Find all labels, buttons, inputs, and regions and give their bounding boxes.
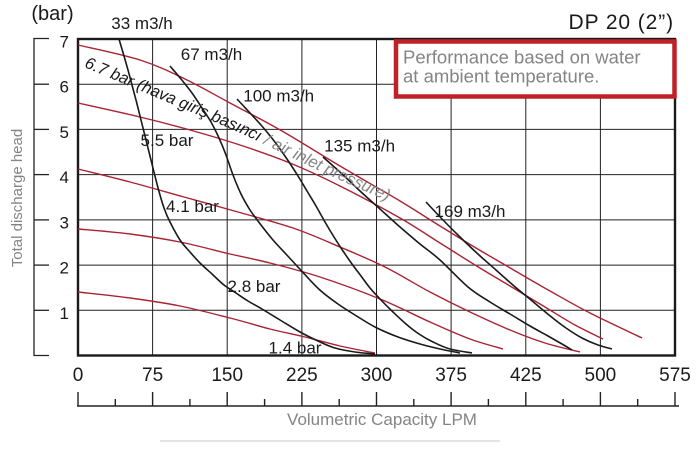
svg-text:Total discharge head: Total discharge head xyxy=(9,129,26,267)
svg-text:6: 6 xyxy=(60,78,69,97)
svg-text:Performance based on water: Performance based on water xyxy=(403,47,641,68)
svg-text:75: 75 xyxy=(142,365,163,386)
svg-text:0: 0 xyxy=(73,365,84,386)
svg-text:Volumetric Capacity LPM: Volumetric Capacity LPM xyxy=(287,410,477,429)
svg-text:225: 225 xyxy=(286,365,318,386)
svg-text:575: 575 xyxy=(659,365,691,386)
svg-text:425: 425 xyxy=(510,365,542,386)
svg-text:135 m3/h: 135 m3/h xyxy=(324,137,395,156)
svg-text:67 m3/h: 67 m3/h xyxy=(181,45,242,64)
svg-text:5: 5 xyxy=(60,123,69,142)
svg-text:at ambient temperature.: at ambient temperature. xyxy=(403,66,599,87)
svg-text:2.8 bar: 2.8 bar xyxy=(228,277,281,296)
svg-text:4.1 bar: 4.1 bar xyxy=(166,197,219,216)
svg-text:(bar): (bar) xyxy=(31,3,73,25)
svg-text:7: 7 xyxy=(60,33,69,52)
svg-text:1: 1 xyxy=(60,304,69,323)
svg-text:300: 300 xyxy=(361,365,393,386)
svg-text:375: 375 xyxy=(435,365,467,386)
svg-text:3: 3 xyxy=(60,213,69,232)
svg-text:DP 20 (2”): DP 20 (2”) xyxy=(569,11,674,34)
svg-text:5.5 bar: 5.5 bar xyxy=(141,131,194,150)
svg-text:500: 500 xyxy=(585,365,617,386)
svg-text:169 m3/h: 169 m3/h xyxy=(435,202,506,221)
svg-text:33 m3/h: 33 m3/h xyxy=(111,14,172,33)
svg-text:4: 4 xyxy=(60,168,69,187)
svg-text:2: 2 xyxy=(60,259,69,278)
svg-text:150: 150 xyxy=(211,365,243,386)
svg-text:100 m3/h: 100 m3/h xyxy=(243,87,314,106)
svg-text:1.4 bar: 1.4 bar xyxy=(269,339,322,358)
